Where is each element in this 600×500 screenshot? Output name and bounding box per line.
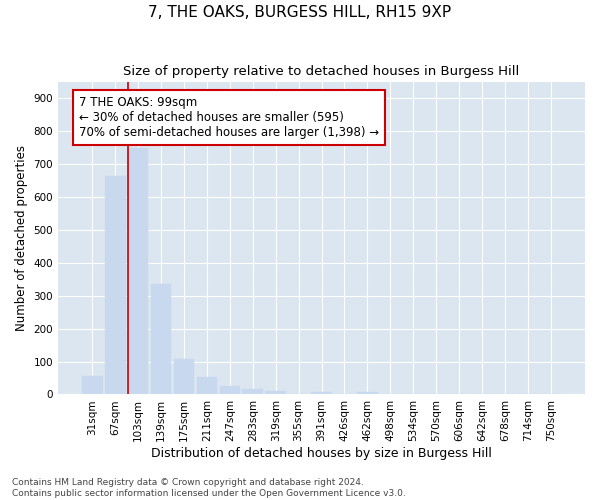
X-axis label: Distribution of detached houses by size in Burgess Hill: Distribution of detached houses by size …	[151, 447, 492, 460]
Bar	[197, 378, 217, 394]
Bar	[151, 284, 172, 395]
Text: Contains HM Land Registry data © Crown copyright and database right 2024.
Contai: Contains HM Land Registry data © Crown c…	[12, 478, 406, 498]
Bar	[265, 391, 286, 394]
Bar	[82, 376, 103, 394]
Y-axis label: Number of detached properties: Number of detached properties	[15, 145, 28, 331]
Bar	[105, 176, 125, 394]
Bar	[220, 386, 240, 394]
Bar	[311, 392, 332, 394]
Text: 7, THE OAKS, BURGESS HILL, RH15 9XP: 7, THE OAKS, BURGESS HILL, RH15 9XP	[148, 5, 452, 20]
Title: Size of property relative to detached houses in Burgess Hill: Size of property relative to detached ho…	[124, 65, 520, 78]
Text: 7 THE OAKS: 99sqm
← 30% of detached houses are smaller (595)
70% of semi-detache: 7 THE OAKS: 99sqm ← 30% of detached hous…	[79, 96, 379, 139]
Bar	[357, 392, 377, 394]
Bar	[128, 148, 148, 394]
Bar	[242, 389, 263, 394]
Bar	[173, 359, 194, 394]
